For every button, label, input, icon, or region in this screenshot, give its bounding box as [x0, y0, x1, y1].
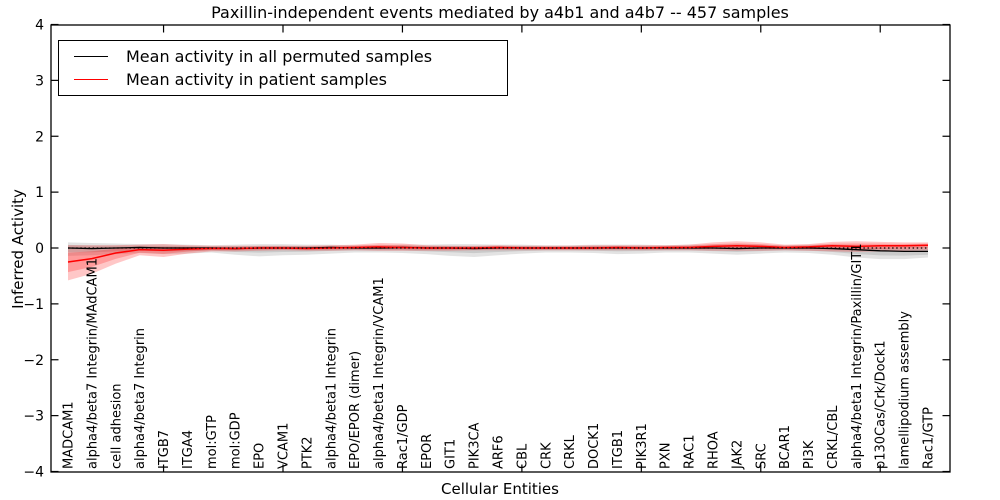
y-tick-label: −4 [23, 465, 44, 481]
x-category-label: alpha4/beta7 Integrin [133, 328, 148, 469]
x-category-label: alpha4/beta1 Integrin [324, 328, 339, 469]
y-tick-label: 1 [35, 185, 44, 201]
x-category-label: ITGB7 [157, 430, 172, 469]
x-category-label: CRKL/CBL [826, 405, 841, 469]
x-category-label: PIK3R1 [635, 423, 650, 469]
x-category-label: EPO/EPOR (dimer) [348, 351, 363, 469]
patient-line-swatch [74, 79, 108, 80]
x-category-label: CBL [515, 443, 530, 469]
x-category-label: mol:GTP [205, 415, 220, 469]
x-category-label: PXN [659, 443, 674, 469]
x-category-label: PTK2 [300, 436, 315, 469]
x-category-label: CRK [539, 442, 554, 469]
x-category-label: Rac1/GDP [396, 404, 411, 469]
legend-item-patient: Mean activity in patient samples [59, 68, 507, 91]
x-category-label: EPOR [420, 434, 435, 469]
x-category-label: BCAR1 [778, 425, 793, 469]
x-category-label: PIK3CA [468, 422, 483, 469]
x-category-label: MADCAM1 [62, 401, 77, 469]
y-tick-label: −3 [23, 409, 44, 425]
legend-item-permuted: Mean activity in all permuted samples [59, 45, 507, 68]
x-category-label: RHOA [707, 431, 722, 469]
y-axis-label: Inferred Activity [9, 189, 27, 309]
x-axis-label: Cellular Entities [441, 480, 559, 498]
x-category-label: alpha4/beta1 Integrin/VCAM1 [372, 277, 387, 469]
x-category-label: Rac1/GTP [922, 407, 937, 469]
plot-border [50, 24, 951, 473]
x-category-label: VCAM1 [277, 423, 292, 469]
x-category-label: alpha4/beta7 Integrin/MAdCAM1 [85, 258, 100, 469]
x-category-label: DOCK1 [587, 423, 602, 469]
patient-band-outer [68, 241, 928, 281]
x-category-label: CRKL [563, 434, 578, 469]
chart-title: Paxillin-independent events mediated by … [211, 3, 789, 22]
x-category-label: EPO [253, 443, 268, 469]
y-tick-label: −2 [23, 353, 44, 369]
x-category-label: SRC [754, 443, 769, 469]
x-category-label: cell adhesion [109, 383, 124, 469]
x-category-label: mol:GDP [229, 412, 244, 469]
x-category-label: RAC1 [683, 434, 698, 469]
legend-label-patient: Mean activity in patient samples [126, 70, 387, 89]
permuted-line-swatch [74, 56, 108, 57]
x-category-label: ARF6 [492, 435, 507, 469]
x-category-label: lamellipodium assembly [898, 311, 913, 469]
x-category-label: PI3K [802, 440, 817, 469]
y-tick-label: 3 [35, 73, 44, 89]
x-category-label: JAK2 [730, 440, 745, 470]
x-category-label: ITGB1 [611, 430, 626, 469]
y-tick-label: −1 [23, 297, 44, 313]
y-tick-label: 2 [35, 129, 44, 145]
x-category-label: p130Cas/Crk/Dock1 [874, 340, 889, 469]
x-category-label: alpha4/beta1 Integrin/Paxillin/GIT1 [850, 243, 865, 469]
legend: Mean activity in all permuted samples Me… [58, 40, 508, 96]
x-category-label: ITGA4 [181, 430, 196, 469]
legend-label-permuted: Mean activity in all permuted samples [126, 47, 433, 66]
x-category-label: GIT1 [444, 439, 459, 469]
patient-mean-line [67, 244, 929, 263]
y-tick-label: 4 [35, 18, 44, 34]
y-tick-label: 0 [35, 241, 44, 257]
